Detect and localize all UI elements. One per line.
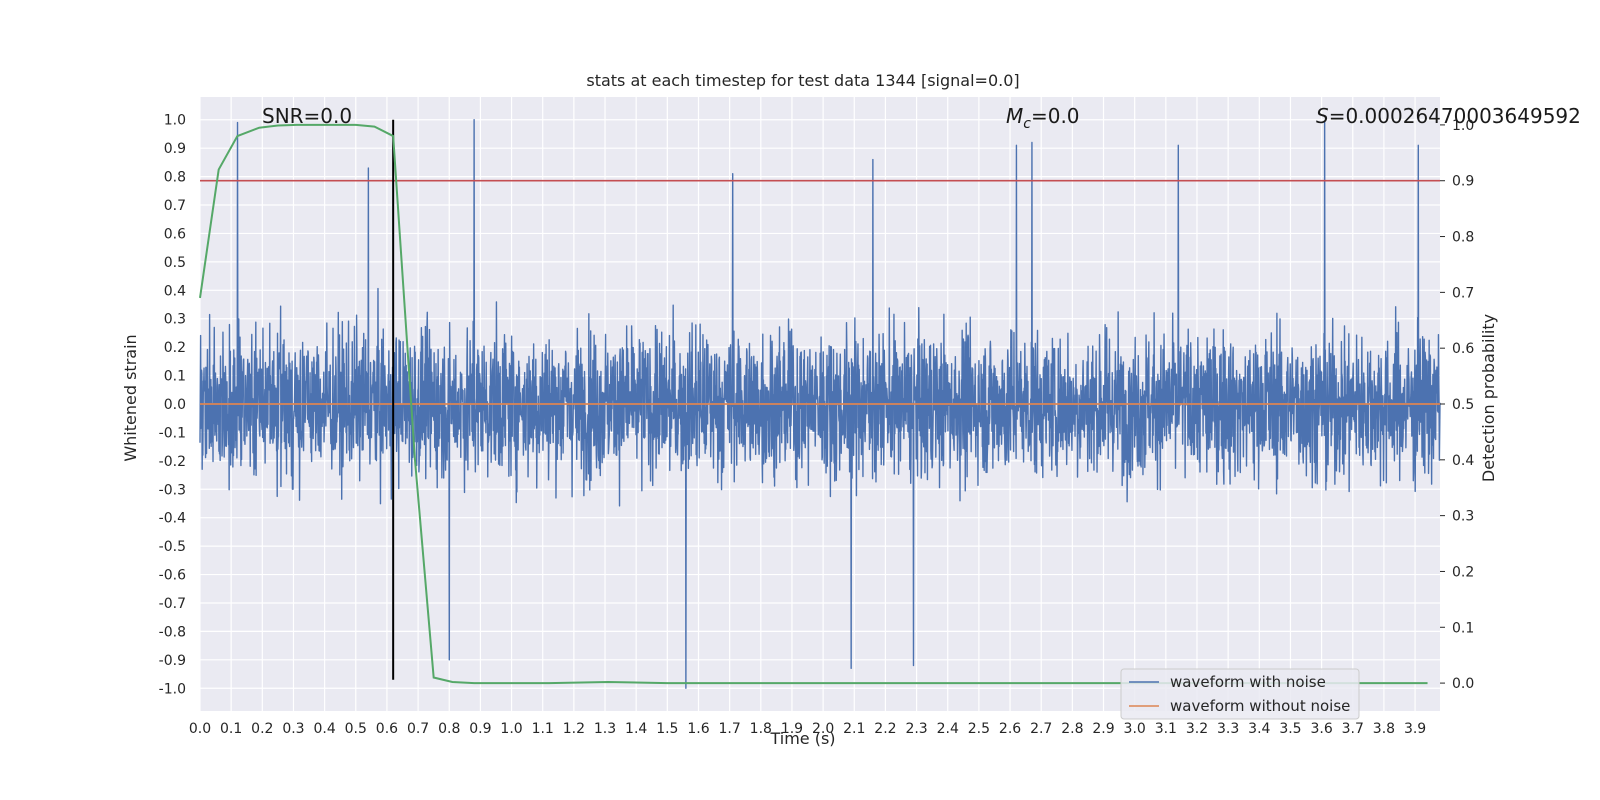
y2-tick-label: 0.0	[1452, 676, 1474, 692]
y2-tick-label: 0.3	[1452, 509, 1474, 525]
x-tick-label: 2.3	[905, 721, 927, 737]
y-tick-label: -0.3	[159, 482, 186, 498]
snr-statistic-annotation: S=0.00026470003649592	[1316, 104, 1581, 128]
y-axis-label: Whitened strain	[121, 334, 140, 461]
x-tick-label: 2.0	[812, 721, 834, 737]
y2-axis-ticks: 1.0 0.9 0.8 0.7 0.6 0.5 0.4 0.3 0.2 0.1 0.0	[1440, 118, 1474, 692]
reference-lines	[200, 119, 1440, 680]
legend-label-noise: waveform with noise	[1170, 673, 1326, 691]
y-tick-label: -0.2	[159, 454, 186, 470]
x-tick-label: 1.4	[625, 721, 647, 737]
legend-label-clean: waveform without noise	[1170, 697, 1350, 715]
x-tick-label: 3.3	[1217, 721, 1239, 737]
y-tick-label: 0.9	[164, 141, 186, 157]
y-tick-label: 0.7	[164, 198, 186, 214]
x-tick-label: 2.7	[1030, 721, 1052, 737]
y-tick-label: -0.4	[159, 511, 186, 527]
x-axis-label: Time (s)	[769, 729, 835, 748]
y-tick-label: -0.1	[159, 425, 186, 441]
y2-tick-label: 0.1	[1452, 620, 1474, 636]
x-tick-label: 0.5	[345, 721, 367, 737]
x-tick-label: 2.5	[968, 721, 990, 737]
x-tick-label: 0.0	[189, 721, 211, 737]
snr-annotation: SNR=0.0	[262, 104, 352, 128]
x-tick-label: 2.1	[843, 721, 865, 737]
x-tick-label: 1.2	[563, 721, 585, 737]
x-tick-label: 2.6	[999, 721, 1021, 737]
x-tick-label: 1.1	[532, 721, 554, 737]
x-tick-label: 0.8	[438, 721, 460, 737]
y-tick-label: -0.7	[159, 596, 186, 612]
x-tick-label: 1.6	[687, 721, 709, 737]
x-tick-label: 3.0	[1124, 721, 1146, 737]
x-tick-label: 1.8	[750, 721, 772, 737]
chart-title: stats at each timestep for test data 134…	[586, 71, 1019, 90]
y-tick-label: 1.0	[164, 113, 186, 129]
x-tick-label: 1.7	[719, 721, 741, 737]
y2-tick-label: 0.7	[1452, 285, 1474, 301]
chirp-mass-annotation: Mc=0.0	[1006, 104, 1080, 132]
x-tick-label: 1.9	[781, 721, 803, 737]
chirp-mass-symbol: M	[1006, 104, 1023, 128]
x-tick-label: 0.2	[251, 721, 273, 737]
y2-tick-label: 0.9	[1452, 174, 1474, 190]
chirp-mass-subscript: c	[1023, 116, 1031, 132]
y-tick-label: 0.1	[164, 369, 186, 385]
x-tick-label: 3.7	[1342, 721, 1364, 737]
y2-tick-label: 0.6	[1452, 341, 1474, 357]
x-tick-label: 3.8	[1373, 721, 1395, 737]
s-symbol: S	[1316, 104, 1329, 128]
y-tick-label: -0.6	[159, 568, 186, 584]
x-tick-label: 2.4	[937, 721, 959, 737]
x-tick-label: 3.5	[1279, 721, 1301, 737]
waveform-with-noise-line	[199, 119, 1441, 689]
y-tick-label: 0.4	[164, 283, 186, 299]
y-tick-label: 0.8	[164, 170, 186, 186]
y-tick-label: -1.0	[159, 681, 186, 697]
x-tick-label: 3.9	[1404, 721, 1426, 737]
x-tick-label: 2.2	[874, 721, 896, 737]
y2-tick-label: 1.0	[1452, 118, 1474, 134]
x-axis-ticks: 0.0 0.1 0.2 0.3 0.4 0.5 0.6 0.7 0.8 0.9 1.0 1.1 1.2 1…	[189, 721, 1426, 737]
x-tick-label: 3.1	[1155, 721, 1177, 737]
s-value: =0.00026470003649592	[1329, 104, 1581, 128]
y2-tick-label: 0.8	[1452, 230, 1474, 246]
y2-tick-label: 0.2	[1452, 564, 1474, 580]
legend: waveform with noise waveform without noi…	[1120, 668, 1360, 720]
x-tick-label: 0.4	[313, 721, 335, 737]
x-tick-label: 0.1	[220, 721, 242, 737]
legend-box	[1120, 668, 1360, 720]
x-tick-label: 0.3	[282, 721, 304, 737]
x-tick-label: 1.3	[594, 721, 616, 737]
x-tick-label: 2.8	[1061, 721, 1083, 737]
x-tick-label: 1.5	[656, 721, 678, 737]
y-tick-label: 0.2	[164, 340, 186, 356]
y-tick-label: 0.5	[164, 255, 186, 271]
y2-tick-label: 0.4	[1452, 453, 1474, 469]
y2-axis-label: Detection probability	[1479, 314, 1498, 482]
x-tick-label: 0.7	[407, 721, 429, 737]
y-tick-label: -0.8	[159, 624, 186, 640]
x-tick-label: 0.9	[469, 721, 491, 737]
x-tick-label: 1.0	[500, 721, 522, 737]
y2-tick-label: 0.5	[1452, 397, 1474, 413]
y-axis-ticks: 1.0 0.9 0.8 0.7 0.6 0.5 0.4 0.3 0.2 0.1 0.0 -0.1 -0.…	[159, 113, 186, 698]
detection-probability-line	[199, 123, 1428, 685]
waveform-with-noise-series	[199, 119, 1441, 689]
detection-probability-series	[199, 123, 1428, 685]
y-tick-label: 0.0	[164, 397, 186, 413]
y-tick-label: 0.3	[164, 312, 186, 328]
x-tick-label: 2.9	[1092, 721, 1114, 737]
y-tick-label: -0.5	[159, 539, 186, 555]
x-tick-label: 3.2	[1186, 721, 1208, 737]
y-tick-label: -0.9	[159, 653, 186, 669]
x-tick-label: 3.4	[1248, 721, 1270, 737]
y-tick-label: 0.6	[164, 226, 186, 242]
x-tick-label: 3.6	[1310, 721, 1332, 737]
x-tick-label: 0.6	[376, 721, 398, 737]
chirp-mass-value: =0.0	[1031, 104, 1080, 128]
